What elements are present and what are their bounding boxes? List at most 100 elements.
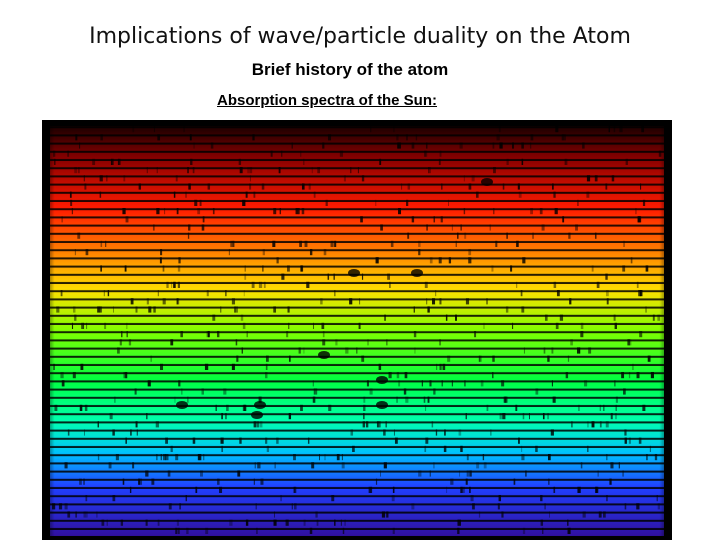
absorption-line	[125, 437, 127, 444]
absorption-line	[286, 519, 289, 526]
absorption-line	[429, 257, 433, 264]
absorption-line	[242, 322, 246, 329]
absorption-line	[160, 454, 162, 461]
absorption-line	[176, 298, 179, 305]
absorption-line	[56, 306, 60, 313]
absorption-line	[252, 134, 255, 141]
absorption-line	[173, 191, 176, 198]
slide-subtitle: Brief history of the atom	[251, 60, 449, 79]
dark-spot	[254, 401, 266, 409]
absorption-line	[228, 249, 230, 256]
absorption-line	[361, 355, 364, 362]
absorption-line	[649, 445, 651, 452]
absorption-line	[281, 150, 283, 157]
absorption-line	[150, 355, 152, 362]
absorption-line	[403, 388, 407, 395]
absorption-line	[293, 486, 296, 493]
absorption-line	[480, 380, 484, 387]
absorption-line	[599, 404, 601, 411]
absorption-line	[433, 216, 436, 223]
absorption-line	[220, 437, 221, 444]
absorption-line	[596, 281, 600, 288]
absorption-line	[613, 314, 616, 321]
absorption-line	[522, 527, 526, 534]
absorption-line	[265, 363, 268, 370]
absorption-line	[246, 331, 248, 338]
absorption-line	[425, 404, 427, 411]
absorption-line	[175, 454, 179, 461]
absorption-line	[418, 470, 422, 477]
absorption-line	[71, 208, 73, 215]
absorption-line	[187, 396, 189, 403]
absorption-line	[578, 404, 580, 411]
absorption-line	[551, 347, 554, 354]
absorption-line	[431, 421, 434, 428]
absorption-line	[146, 413, 148, 420]
absorption-line	[550, 429, 554, 436]
absorption-line	[523, 347, 526, 354]
absorption-line	[83, 478, 85, 485]
absorption-line	[262, 265, 264, 272]
absorption-line	[398, 142, 401, 149]
absorption-line	[623, 388, 626, 395]
absorption-line	[468, 257, 472, 264]
absorption-line	[58, 503, 63, 510]
image-edge	[42, 120, 672, 540]
absorption-line	[525, 470, 527, 477]
absorption-line	[458, 429, 462, 436]
absorption-line	[603, 511, 606, 518]
absorption-line	[535, 388, 539, 395]
absorption-line	[79, 478, 82, 485]
absorption-line	[114, 396, 116, 403]
absorption-line	[210, 142, 214, 149]
absorption-line	[389, 281, 391, 288]
absorption-line	[217, 478, 220, 485]
absorption-line	[106, 519, 108, 526]
absorption-line	[448, 257, 452, 264]
absorption-line	[220, 306, 222, 313]
absorption-line	[124, 265, 127, 272]
absorption-line	[424, 281, 428, 288]
absorption-line	[396, 396, 398, 403]
absorption-line	[385, 421, 387, 428]
absorption-line	[336, 454, 340, 461]
absorption-line	[517, 183, 520, 190]
absorption-line	[564, 158, 567, 165]
absorption-line	[170, 445, 173, 452]
absorption-line	[303, 519, 306, 526]
absorption-line	[518, 191, 522, 198]
absorption-line	[221, 445, 224, 452]
absorption-line	[636, 372, 640, 379]
absorption-line	[383, 462, 387, 469]
absorption-line	[587, 445, 589, 452]
absorption-line	[67, 511, 71, 518]
absorption-line	[123, 175, 126, 182]
absorption-line	[92, 158, 96, 165]
absorption-line	[433, 388, 436, 395]
absorption-line	[427, 306, 430, 313]
absorption-line	[522, 413, 525, 420]
absorption-line	[458, 519, 461, 526]
absorption-line	[605, 421, 609, 428]
absorption-line	[393, 486, 395, 493]
absorption-line	[183, 126, 185, 133]
absorption-line	[339, 150, 344, 157]
absorption-line	[69, 191, 72, 198]
absorption-line	[74, 249, 76, 256]
absorption-line	[319, 454, 320, 461]
absorption-line	[398, 208, 402, 215]
absorption-line	[136, 429, 138, 436]
absorption-line	[428, 167, 430, 174]
absorption-line	[145, 470, 149, 477]
absorption-line	[306, 281, 310, 288]
absorption-line	[465, 478, 468, 485]
absorption-line	[171, 281, 173, 288]
absorption-line	[241, 347, 243, 354]
absorption-line	[132, 126, 135, 133]
absorption-line	[595, 486, 597, 493]
absorption-line	[207, 183, 211, 190]
absorption-line	[380, 470, 381, 477]
absorption-line	[611, 175, 615, 182]
absorption-line	[418, 249, 421, 256]
absorption-line	[115, 454, 119, 461]
